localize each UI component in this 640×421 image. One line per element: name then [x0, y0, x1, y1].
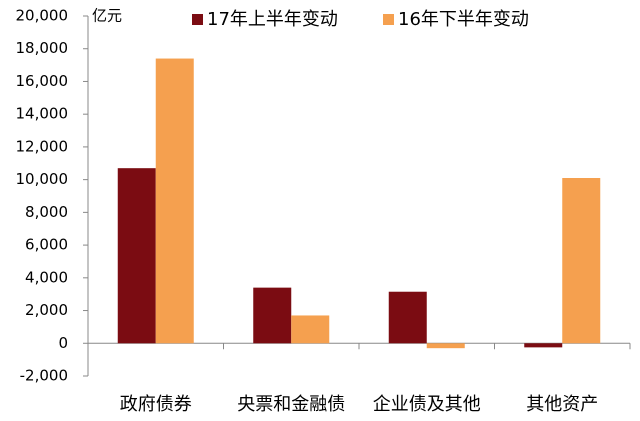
- bar: [426, 343, 465, 349]
- bar: [388, 291, 427, 344]
- x-tick-label: 其他资产: [526, 394, 598, 415]
- bar: [524, 343, 563, 348]
- legend-label: 16年下半年变动: [398, 9, 529, 30]
- y-tick-label: 12,000: [16, 137, 69, 155]
- legend-label: 17年上半年变动: [207, 9, 338, 30]
- y-tick-label: 4,000: [25, 268, 68, 286]
- y-tick-label: 18,000: [16, 39, 69, 57]
- y-tick-label: 14,000: [16, 105, 69, 123]
- x-tick-label: 企业债及其他: [373, 394, 481, 415]
- legend-swatch: [383, 14, 394, 25]
- y-tick-label: 2,000: [25, 301, 68, 319]
- x-tick-label: 央票和金融债: [237, 394, 345, 415]
- y-tick-label: 20,000: [16, 7, 69, 25]
- y-tick-label: 0: [58, 334, 68, 352]
- x-tick-label: 政府债券: [120, 394, 192, 415]
- bar: [155, 58, 194, 344]
- y-tick-label: 10,000: [16, 170, 69, 188]
- bar: [253, 287, 292, 344]
- y-tick-label: -2,000: [20, 367, 68, 385]
- y-unit: 亿元: [92, 7, 122, 25]
- y-tick-label: 8,000: [25, 203, 68, 221]
- bar: [562, 178, 601, 344]
- legend-swatch: [192, 14, 203, 25]
- y-tick-label: 6,000: [25, 236, 68, 254]
- bar: [117, 168, 156, 344]
- bar: [291, 315, 330, 344]
- y-tick-label: 16,000: [16, 72, 69, 90]
